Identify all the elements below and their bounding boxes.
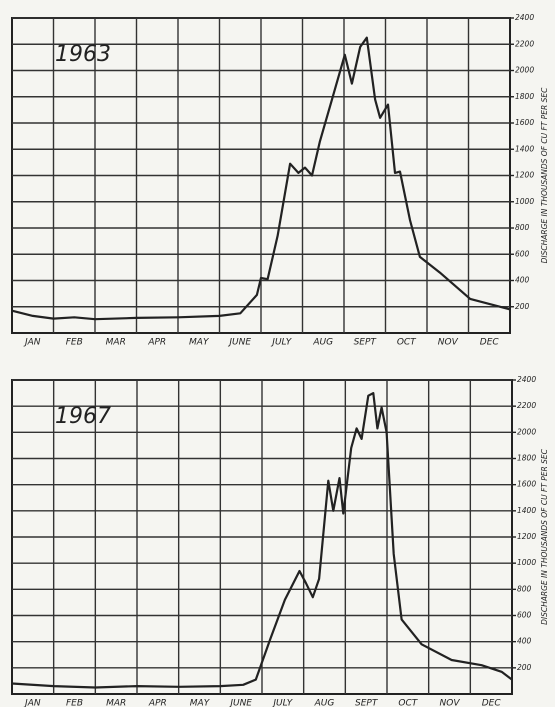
x-tick-label: APR xyxy=(148,699,167,707)
y-tick-label: 1400 xyxy=(517,506,536,515)
y-tick-label: 1800 xyxy=(515,92,534,101)
y-tick-label: 2000 xyxy=(517,427,536,436)
y-tick-label: 800 xyxy=(517,584,532,593)
chart-title: 1967 xyxy=(55,404,111,429)
data-line xyxy=(11,36,511,321)
y-tick-label: 1600 xyxy=(517,480,536,489)
x-tick-label: SEPT xyxy=(355,699,379,707)
x-tick-label: SEPT xyxy=(354,338,378,348)
x-tick-label: FEB xyxy=(66,699,83,707)
x-tick-label: DEC xyxy=(480,338,500,348)
y-tick-label: 2200 xyxy=(517,401,536,410)
y-tick-label: 1200 xyxy=(515,171,534,180)
x-tick-label: MAY xyxy=(189,338,210,348)
y-tick-label: 1000 xyxy=(515,197,534,206)
y-tick-label: 1600 xyxy=(515,118,534,127)
x-tick-label: AUG xyxy=(314,699,335,707)
x-tick-label: JUNE xyxy=(227,338,251,348)
x-tick-label: DEC xyxy=(482,699,502,707)
y-tick-label: 2400 xyxy=(515,13,534,22)
y-axis-label: DISCHARGE IN THOUSANDS OF CU FT PER SEC xyxy=(540,87,549,263)
x-tick-label: JULY xyxy=(270,338,292,348)
x-tick-label: OCT xyxy=(398,699,418,707)
x-tick-label: FEB xyxy=(66,338,83,348)
y-tick-label: 1200 xyxy=(517,532,536,541)
x-tick-label: JULY xyxy=(271,699,293,707)
y-tick-label: 200 xyxy=(517,663,532,672)
x-tick-label: OCT xyxy=(397,338,417,348)
x-tick-label: JAN xyxy=(23,338,41,348)
y-tick-label: 200 xyxy=(515,302,530,311)
y-tick-label: 2000 xyxy=(515,66,534,75)
y-tick-label: 2400 xyxy=(517,375,536,384)
data-line xyxy=(11,392,513,689)
x-tick-label: AUG xyxy=(312,338,333,348)
y-tick-label: 600 xyxy=(515,249,530,258)
x-tick-label: NOV xyxy=(440,699,461,707)
chart-title: 1963 xyxy=(55,42,111,67)
x-tick-label: MAR xyxy=(106,338,126,348)
x-tick-label: JUNE xyxy=(228,699,252,707)
y-tick-label: 1400 xyxy=(515,144,534,153)
x-tick-label: MAY xyxy=(190,699,211,707)
x-tick-label: APR xyxy=(147,338,166,348)
y-tick-label: 1000 xyxy=(517,558,536,567)
y-tick-label: 400 xyxy=(517,637,532,646)
x-tick-label: NOV xyxy=(438,338,459,348)
x-tick-label: JAN xyxy=(23,699,41,707)
y-tick-label: 800 xyxy=(515,223,530,232)
x-tick-label: MAR xyxy=(106,699,126,707)
y-tick-label: 400 xyxy=(515,276,530,285)
y-axis-label: DISCHARGE IN THOUSANDS OF CU FT PER SEC xyxy=(540,448,549,624)
y-tick-label: 2200 xyxy=(515,39,534,48)
y-tick-label: 600 xyxy=(517,611,532,620)
y-tick-label: 1800 xyxy=(517,454,536,463)
